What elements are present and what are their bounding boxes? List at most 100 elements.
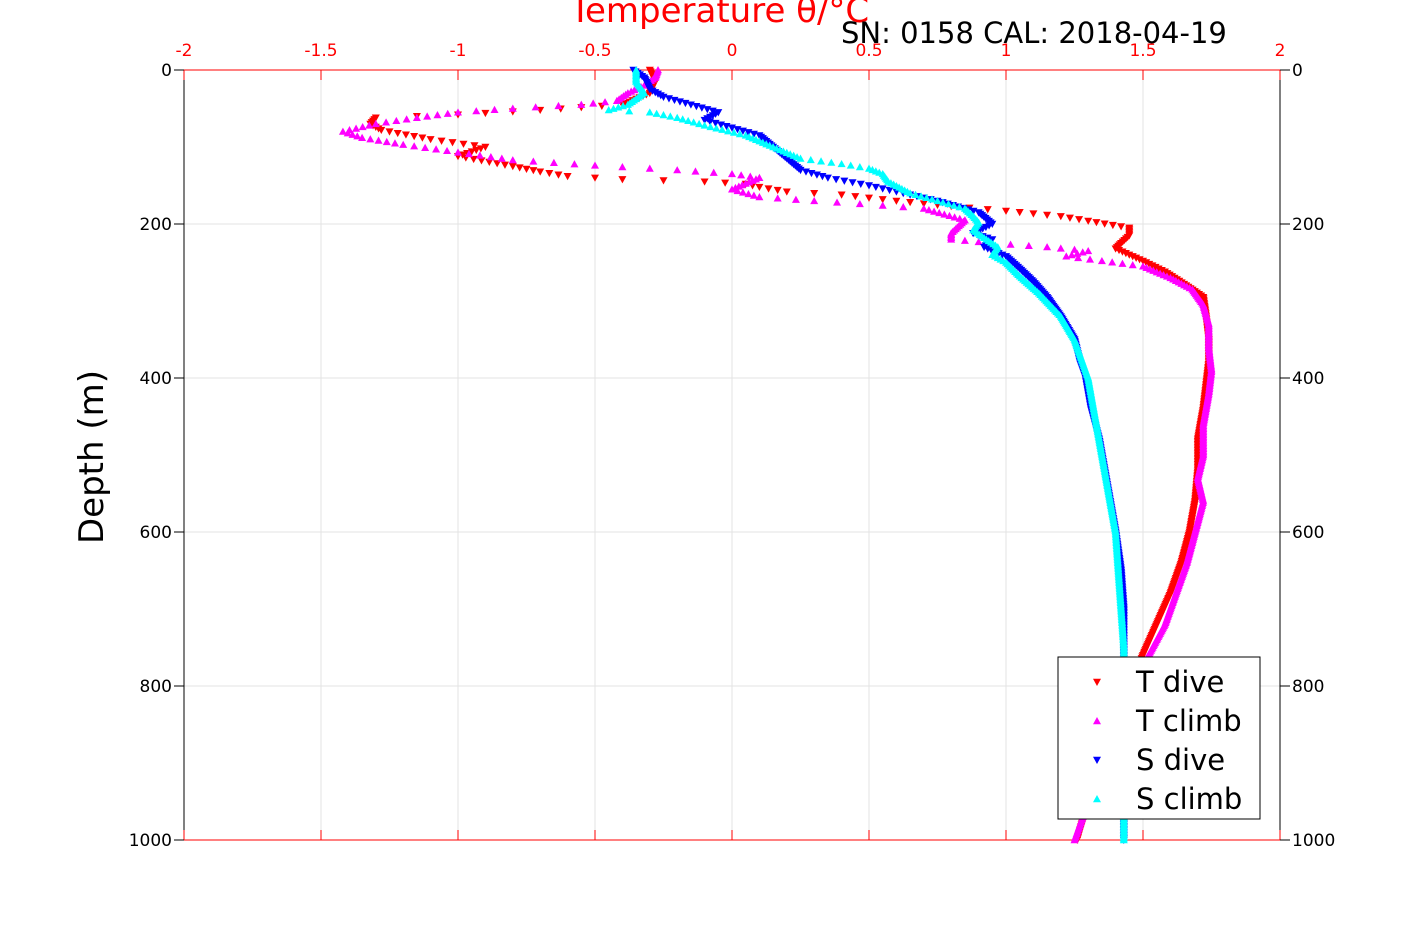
data-point — [755, 183, 764, 192]
data-point — [1070, 836, 1079, 844]
data-point — [497, 154, 506, 162]
data-point — [410, 142, 419, 150]
data-point — [817, 157, 826, 165]
data-point — [1128, 261, 1137, 269]
data-point — [1074, 253, 1083, 262]
data-point — [454, 148, 462, 156]
data-point — [906, 199, 915, 207]
y-tick-label-left: 1000 — [129, 831, 172, 851]
data-point — [385, 128, 394, 136]
data-point — [591, 174, 599, 182]
data-point — [353, 132, 362, 140]
data-point — [659, 177, 668, 185]
data-point — [421, 143, 430, 151]
y-tick-label-left: 400 — [140, 369, 172, 389]
data-point — [950, 213, 959, 221]
data-point — [508, 104, 517, 112]
y-tick-label-right: 400 — [1292, 369, 1324, 389]
data-point — [729, 128, 738, 136]
legend-marker — [1093, 756, 1101, 764]
data-point — [691, 167, 700, 175]
data-point — [1062, 252, 1071, 260]
data-point — [878, 196, 887, 204]
data-point — [684, 116, 693, 125]
data-point — [529, 157, 538, 165]
data-point — [974, 237, 983, 246]
data-point — [1078, 248, 1087, 256]
y-tick-label-right: 1000 — [1292, 831, 1335, 851]
data-point — [371, 119, 380, 128]
data-point — [878, 201, 887, 209]
data-point — [508, 163, 517, 171]
data-point — [1073, 249, 1082, 257]
data-point — [773, 194, 782, 202]
data-point — [1118, 259, 1127, 267]
data-point — [426, 136, 435, 144]
x-tick-label: -2 — [176, 41, 193, 61]
y-tick-label-right: 0 — [1292, 61, 1303, 81]
data-point — [919, 204, 928, 212]
data-point — [1084, 217, 1093, 225]
data-point — [1086, 255, 1095, 263]
data-point — [833, 198, 842, 206]
data-point — [577, 100, 586, 108]
data-point — [500, 161, 509, 169]
data-point — [737, 171, 746, 179]
data-point — [837, 159, 846, 168]
data-point — [604, 106, 613, 114]
data-point — [1092, 219, 1101, 227]
data-point — [493, 160, 502, 168]
data-point — [485, 158, 494, 166]
data-point — [659, 111, 668, 119]
data-point — [1029, 210, 1038, 218]
legend-box — [1057, 656, 1261, 820]
legend-label: S dive — [1136, 743, 1225, 777]
data-point — [464, 149, 473, 158]
data-point — [865, 194, 873, 202]
data-point — [402, 115, 411, 123]
data-point — [1015, 209, 1024, 217]
data-point — [930, 207, 939, 215]
data-point — [764, 185, 773, 193]
data-point — [625, 107, 634, 115]
y-tick-label-left: 600 — [140, 523, 172, 543]
data-point — [549, 158, 558, 166]
legend-marker — [1093, 717, 1101, 725]
data-point — [848, 179, 857, 187]
data-point — [673, 113, 682, 121]
data-point — [960, 236, 969, 244]
data-point — [645, 164, 654, 172]
y-tick-label-left: 800 — [140, 677, 172, 697]
data-point — [486, 153, 495, 161]
data-point — [470, 142, 479, 150]
data-point — [935, 208, 944, 217]
data-point — [459, 140, 468, 148]
data-point — [944, 199, 953, 208]
sn-cal-label: SN: 0158 CAL: 2018-04-19 — [841, 16, 1227, 50]
data-point — [721, 179, 730, 187]
data-point — [983, 206, 992, 214]
legend-label: S climb — [1136, 782, 1242, 816]
legend-label: T climb — [1135, 704, 1242, 738]
data-point — [832, 176, 841, 184]
data-point — [1100, 220, 1109, 228]
x-tick-label: 0 — [727, 41, 738, 61]
data-point — [454, 108, 462, 116]
data-point — [823, 174, 832, 182]
data-point — [612, 96, 621, 104]
data-point — [947, 235, 956, 243]
data-point — [448, 139, 457, 147]
data-point — [490, 105, 499, 113]
y-axis-label: Depth (m) — [72, 370, 112, 544]
data-point — [443, 109, 452, 117]
data-point — [733, 186, 742, 195]
data-point — [338, 127, 347, 135]
legend-marker — [1093, 795, 1101, 803]
data-point — [892, 197, 901, 205]
data-point — [554, 101, 563, 110]
data-point — [678, 115, 687, 123]
data-point — [418, 134, 427, 142]
data-point — [536, 168, 545, 176]
data-point — [945, 211, 954, 220]
